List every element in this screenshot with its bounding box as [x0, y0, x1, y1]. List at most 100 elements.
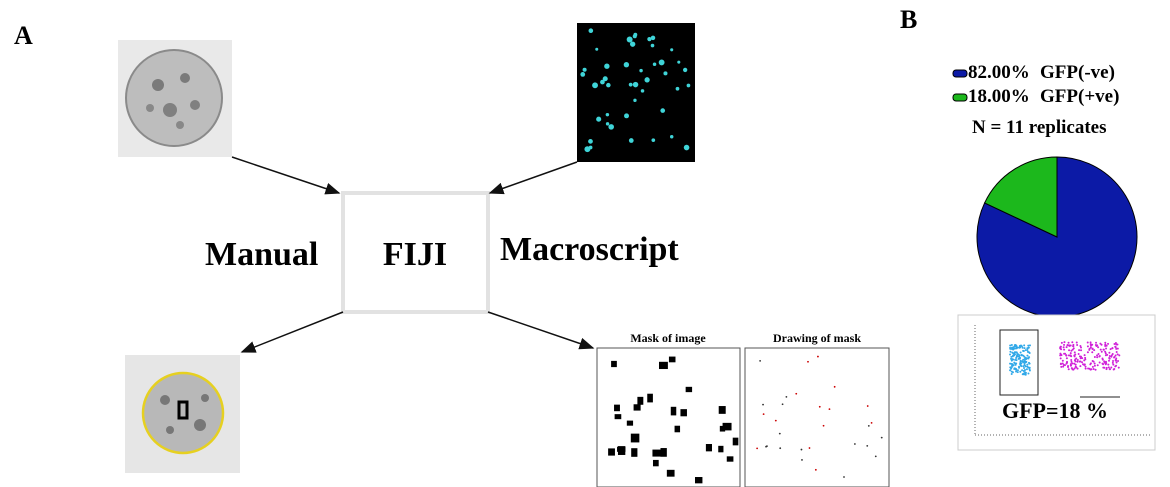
event	[1021, 369, 1023, 371]
roi-image	[125, 355, 240, 473]
mask-dot	[763, 413, 765, 415]
event	[1027, 351, 1029, 353]
event	[1067, 344, 1069, 346]
event	[1019, 346, 1021, 348]
mask-dot	[779, 447, 781, 449]
nucleus	[629, 138, 634, 143]
panel-label: A	[14, 21, 33, 50]
pie-subtitle: N = 11 replicates	[972, 117, 1106, 138]
event	[1105, 354, 1107, 356]
event	[1105, 368, 1107, 370]
event	[1010, 356, 1012, 358]
event	[1093, 361, 1095, 363]
event	[1009, 351, 1011, 353]
nucleus	[639, 69, 642, 72]
event	[1022, 373, 1024, 375]
event	[1063, 364, 1065, 366]
event	[1078, 349, 1080, 351]
nucleus	[624, 62, 629, 67]
event	[1094, 356, 1096, 358]
event	[1024, 371, 1026, 373]
mask-dot	[854, 443, 856, 445]
event	[1103, 349, 1105, 351]
event	[1070, 350, 1072, 352]
nucleus	[633, 34, 637, 38]
mask-dot	[881, 437, 883, 439]
event	[1021, 354, 1023, 356]
mask-blob	[695, 477, 702, 483]
mask-dot	[782, 403, 784, 405]
event	[1111, 347, 1113, 349]
nucleus	[659, 59, 665, 65]
event	[1081, 357, 1083, 359]
event	[1100, 349, 1102, 351]
nucleus	[589, 146, 593, 150]
event	[1097, 346, 1099, 348]
event	[1078, 353, 1080, 355]
event	[1116, 344, 1118, 346]
event	[1089, 363, 1091, 365]
mask-blob	[614, 405, 620, 412]
event	[1077, 359, 1079, 361]
event	[1110, 366, 1112, 368]
event	[1013, 368, 1015, 370]
nucleus	[624, 113, 629, 118]
event	[1060, 346, 1062, 348]
mask-blob	[618, 446, 625, 455]
event	[1025, 361, 1027, 363]
event	[1115, 360, 1117, 362]
event	[1080, 349, 1082, 351]
event	[1115, 355, 1117, 357]
event	[1094, 365, 1096, 367]
event	[1063, 346, 1065, 348]
mask-dot	[871, 422, 873, 424]
event	[1092, 366, 1094, 368]
event	[1070, 363, 1072, 365]
event	[1101, 351, 1103, 353]
event	[1012, 352, 1014, 354]
event	[1029, 369, 1031, 371]
event	[1116, 351, 1118, 353]
mask-dot	[817, 356, 819, 358]
flow-annotation: GFP=18 %	[1002, 398, 1108, 423]
event	[1079, 355, 1081, 357]
event	[1061, 342, 1063, 344]
mask-blob	[733, 438, 739, 446]
mask-blob	[718, 446, 723, 452]
nucleus	[608, 124, 614, 130]
mask-dot	[843, 476, 845, 478]
event	[1063, 341, 1065, 343]
event	[1084, 358, 1086, 360]
event	[1087, 351, 1089, 353]
mask-dot	[795, 393, 797, 395]
mask-blob	[686, 387, 692, 392]
event	[1099, 361, 1101, 363]
nucleus	[596, 117, 601, 122]
mask-dot	[834, 386, 836, 388]
event	[1115, 358, 1117, 360]
legend: 82.00%GFP(-ve)18.00%GFP(+ve)	[953, 62, 1119, 107]
event	[1115, 348, 1117, 350]
event	[1099, 343, 1101, 345]
nucleus	[588, 139, 593, 144]
event	[1026, 364, 1028, 366]
event	[1062, 366, 1064, 368]
event	[1075, 366, 1077, 368]
mask-dot	[756, 448, 758, 450]
nucleus	[687, 84, 691, 88]
event	[1084, 363, 1086, 365]
fluorescence-image	[577, 23, 695, 162]
event	[1012, 371, 1014, 373]
event	[1012, 355, 1014, 357]
event	[1108, 360, 1110, 362]
event	[1060, 348, 1062, 350]
nucleus	[633, 99, 636, 102]
mask-dot	[775, 420, 777, 422]
event	[1084, 354, 1086, 356]
event	[1105, 361, 1107, 363]
event	[1115, 346, 1117, 348]
event	[1025, 349, 1027, 351]
mask-dot	[829, 408, 831, 410]
event	[1104, 342, 1106, 344]
event	[1073, 363, 1075, 365]
